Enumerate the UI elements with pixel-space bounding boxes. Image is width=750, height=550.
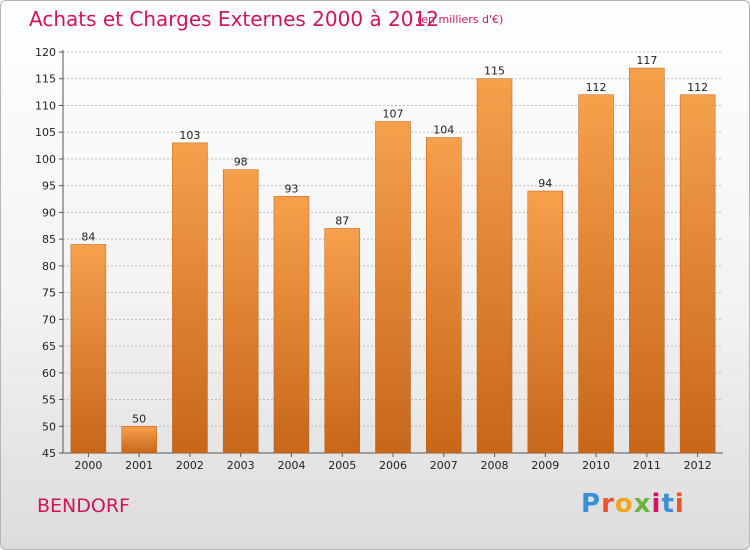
logo-letter: o: [614, 489, 634, 519]
data-label-2001: 50: [132, 412, 146, 425]
y-tick-label: 90: [42, 206, 56, 219]
y-tick-label: 45: [42, 447, 56, 460]
logo-letter: P: [581, 489, 602, 519]
y-tick-label: 70: [42, 313, 56, 326]
x-tick-label-2000: 2000: [74, 459, 102, 472]
y-tick-label: 80: [42, 260, 56, 273]
y-tick-label: 65: [42, 340, 56, 353]
data-label-2002: 103: [179, 129, 200, 142]
x-tick-label-2006: 2006: [379, 459, 407, 472]
bar-2008: [476, 78, 513, 454]
x-tick-label-2002: 2002: [176, 459, 204, 472]
logo-letter: i: [674, 489, 685, 519]
data-label-2008: 115: [484, 65, 505, 78]
data-label-2000: 84: [81, 230, 95, 243]
data-label-2005: 87: [335, 214, 349, 227]
bar-2004: [273, 196, 310, 454]
bar-2005: [324, 228, 360, 454]
data-label-2009: 94: [538, 177, 552, 190]
data-label-2012: 112: [687, 81, 708, 94]
labels: 45 50 55 60 65 70 75 80 85 90 95 100 105 110 115 120 84 2…: [35, 46, 712, 472]
chart-title: Achats et Charges Externes 2000 à 2012: [29, 7, 439, 31]
bar-2000: [70, 244, 107, 454]
logo-letter: i: [651, 489, 662, 519]
bar-2002: [172, 142, 208, 454]
y-tick-label: 50: [42, 420, 56, 433]
bar-2001: [121, 426, 157, 454]
data-label-2006: 107: [383, 108, 404, 121]
y-tick-label: 100: [35, 153, 56, 166]
y-tick-label: 75: [42, 287, 56, 300]
data-label-2010: 112: [586, 81, 607, 94]
x-tick-label-2007: 2007: [430, 459, 458, 472]
bar-2006: [375, 121, 411, 454]
x-tick-label-2012: 2012: [684, 459, 712, 472]
x-tick-label-2009: 2009: [531, 459, 559, 472]
logo-letter: t: [661, 489, 675, 519]
x-tick-label-2008: 2008: [481, 459, 509, 472]
data-label-2004: 93: [284, 182, 298, 195]
data-label-2003: 98: [234, 156, 248, 169]
y-tick-label: 55: [42, 394, 56, 407]
chart-subtitle: (en milliers d'€): [417, 13, 504, 26]
y-tick-label: 85: [42, 233, 56, 246]
proxiti-logo[interactable]: Proxiti: [581, 489, 685, 519]
bar-2011: [629, 67, 665, 454]
logo-letter: r: [601, 489, 615, 519]
x-tick-label-2011: 2011: [633, 459, 661, 472]
x-tick-label-2004: 2004: [277, 459, 305, 472]
x-tick-label-2003: 2003: [227, 459, 255, 472]
y-tick-label: 105: [35, 126, 56, 139]
bar-2009: [527, 190, 564, 454]
y-tick-label: 115: [35, 73, 56, 86]
x-tick-label-2005: 2005: [328, 459, 356, 472]
data-label-2007: 104: [433, 124, 454, 137]
y-tick-label: 60: [42, 367, 56, 380]
x-tick-label-2010: 2010: [582, 459, 610, 472]
bar-2010: [578, 94, 614, 454]
bar-2007: [426, 137, 462, 454]
bars: [70, 67, 716, 454]
y-tick-label: 95: [42, 180, 56, 193]
commune-name: BENDORF: [37, 495, 130, 517]
logo-letter: x: [633, 489, 652, 519]
x-tick-label-2001: 2001: [125, 459, 153, 472]
y-tick-label: 110: [35, 99, 56, 112]
y-tick-label: 120: [35, 46, 56, 59]
bar-2012: [679, 94, 716, 454]
bar-2003: [222, 169, 259, 454]
data-label-2011: 117: [636, 54, 657, 67]
